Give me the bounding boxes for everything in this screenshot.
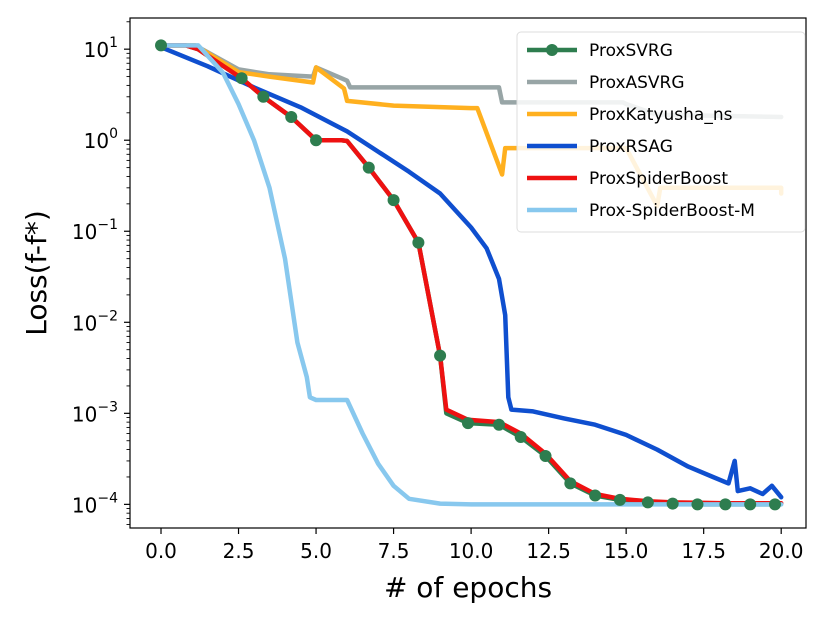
series-line-proxrsag	[158, 44, 784, 500]
data-point-proxsvrg	[412, 236, 425, 249]
data-point-proxsvrg	[613, 493, 626, 506]
legend-label-proxspiderboost: ProxSpiderBoost	[589, 169, 728, 189]
y-tick-label: 101	[84, 35, 118, 62]
data-point-proxsvrg	[768, 498, 781, 511]
data-point-proxsvrg	[564, 477, 577, 490]
x-tick-label: 2.5	[223, 539, 255, 563]
y-tick-label: 10−3	[72, 399, 118, 426]
data-point-proxsvrg	[462, 417, 474, 430]
data-point-proxsvrg	[589, 489, 602, 502]
data-point-proxsvrg	[310, 134, 323, 147]
data-point-proxsvrg	[744, 498, 757, 511]
data-point-proxsvrg	[387, 194, 400, 207]
data-point-proxsvrg	[362, 161, 375, 174]
x-tick-label: 10.0	[449, 539, 494, 563]
legend-marker-proxsvrg	[546, 44, 558, 56]
data-point-proxsvrg	[514, 430, 527, 443]
data-point-proxsvrg	[235, 72, 248, 85]
y-axis: 101 100 10−1 10−2 10−3 10−4	[72, 21, 130, 526]
legend-label-proxkatyusha-ns: ProxKatyusha_ns	[589, 105, 733, 125]
y-axis-title: Loss(f-f*)	[20, 210, 53, 336]
legend: ProxSVRG ProxASVRG ProxKatyusha_ns ProxRSAG…	[516, 31, 806, 233]
data-point-proxsvrg	[434, 349, 447, 362]
data-point-proxsvrg	[493, 418, 506, 431]
x-axis-title: # of epochs	[384, 571, 552, 604]
data-point-proxsvrg	[666, 497, 679, 510]
legend-label-proxasvrg: ProxASVRG	[589, 73, 685, 93]
plot-frame	[129, 17, 807, 529]
data-point-proxsvrg	[155, 39, 168, 52]
y-tick-label: 10−2	[72, 308, 118, 335]
data-point-proxsvrg	[539, 449, 552, 462]
x-tick-label: 15.0	[604, 539, 649, 563]
data-point-proxsvrg	[641, 496, 654, 509]
y-tick-label: 10−4	[72, 490, 118, 517]
legend-label-prox-spiderboost-m: Prox-SpiderBoost-M	[589, 201, 755, 221]
legend-label-proxrsag: ProxRSAG	[589, 137, 673, 157]
x-tick-label: 0.0	[145, 539, 177, 563]
x-tick-label: 12.5	[526, 539, 571, 563]
x-tick-label: 5.0	[300, 539, 332, 563]
x-tick-label: 7.5	[378, 539, 410, 563]
data-point-proxsvrg	[257, 90, 270, 103]
data-point-proxsvrg	[691, 498, 704, 511]
legend-label-proxsvrg: ProxSVRG	[589, 41, 673, 61]
legend-box	[516, 31, 806, 233]
data-point-proxsvrg	[285, 110, 298, 123]
series-line-prox-spiderboost-m	[158, 43, 784, 507]
y-tick-label: 100	[84, 126, 118, 153]
x-axis: 0.0 2.5 5.0 7.5 10.0 12.5 15.0 17.5 20.0	[145, 528, 803, 563]
series-layer	[155, 39, 784, 511]
x-tick-label: 20.0	[759, 539, 804, 563]
x-tick-label: 17.5	[681, 539, 726, 563]
data-point-proxsvrg	[719, 498, 732, 511]
y-tick-label: 10−1	[72, 217, 118, 244]
